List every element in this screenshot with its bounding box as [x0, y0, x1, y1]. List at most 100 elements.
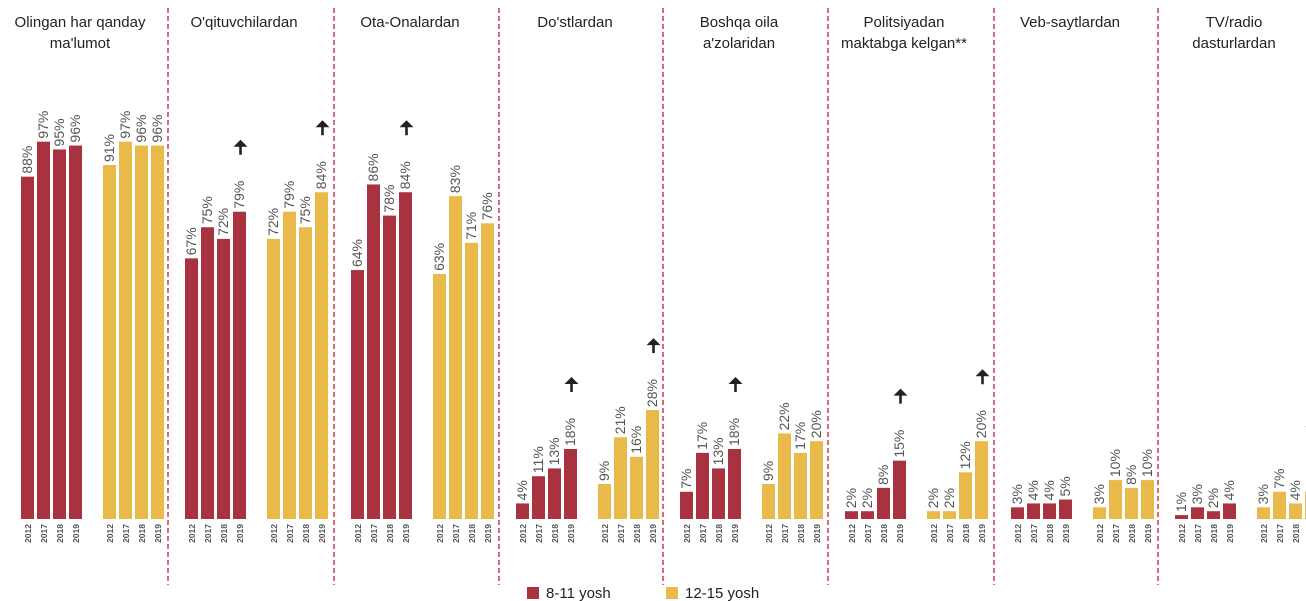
bar	[646, 410, 659, 519]
panel-title: Olingan har qanday ma'lumot	[14, 14, 146, 52]
bar	[630, 456, 643, 519]
bar	[103, 165, 116, 519]
increase-arrow	[893, 388, 908, 404]
x-tick-label: 2012	[1013, 524, 1023, 543]
bar	[548, 468, 561, 519]
value-label: 79%	[231, 181, 247, 209]
bar	[69, 145, 82, 519]
x-tick-label: 2012	[518, 524, 528, 543]
value-label: 86%	[365, 153, 381, 181]
value-label: 21%	[612, 406, 628, 434]
value-label: 17%	[792, 422, 808, 450]
value-label: 22%	[776, 402, 792, 430]
value-label: 11%	[530, 446, 546, 473]
x-tick-label: 2017	[1111, 524, 1121, 543]
value-label: 84%	[313, 161, 329, 189]
bar	[778, 433, 791, 519]
bar	[927, 511, 940, 519]
panel-title: TV/radio dasturlardan	[1192, 14, 1276, 52]
x-tick-label: 2019	[648, 524, 658, 543]
x-tick-label: 2019	[566, 524, 576, 543]
increase-arrow	[399, 120, 414, 136]
value-label: 71%	[463, 212, 479, 240]
value-label: 9%	[596, 461, 612, 481]
value-label: 72%	[265, 208, 281, 236]
bar	[383, 215, 396, 519]
bar	[433, 273, 446, 519]
value-label: 12%	[957, 441, 973, 469]
x-tick-label: 2018	[879, 524, 889, 543]
increase-arrow	[564, 376, 579, 392]
value-label: 75%	[199, 196, 215, 224]
increase-arrow	[233, 139, 248, 155]
value-label: 4%	[1287, 480, 1303, 500]
bar	[1141, 480, 1154, 519]
value-label: 16%	[628, 426, 644, 454]
bar	[893, 460, 906, 519]
x-tick-label: 2012	[764, 524, 774, 543]
value-label: 28%	[644, 379, 660, 407]
value-label: 10%	[1107, 449, 1123, 477]
value-label: 7%	[678, 469, 694, 489]
legend-swatch	[666, 587, 678, 599]
x-tick-label: 2017	[1193, 524, 1203, 543]
value-label: 97%	[117, 111, 133, 139]
increase-arrow	[975, 369, 990, 385]
bar	[696, 452, 709, 519]
bar	[1257, 507, 1270, 519]
value-label: 8%	[1123, 465, 1139, 485]
bar	[119, 141, 132, 520]
x-tick-label: 2017	[616, 524, 626, 543]
value-label: 67%	[183, 227, 199, 255]
value-label: 8%	[875, 465, 891, 485]
value-label: 7%	[1271, 469, 1287, 489]
bar	[481, 223, 494, 520]
x-tick-label: 2019	[153, 524, 163, 543]
bar	[943, 511, 956, 519]
x-tick-label: 2019	[1061, 524, 1071, 543]
x-tick-label: 2019	[401, 524, 411, 543]
bar	[845, 511, 858, 519]
bar	[728, 448, 741, 519]
value-label: 2%	[941, 488, 957, 508]
value-label: 15%	[891, 430, 907, 458]
x-tick-label: 2012	[269, 524, 279, 543]
bar	[21, 176, 34, 519]
bar	[1011, 507, 1024, 519]
x-tick-label: 2012	[23, 524, 33, 543]
value-label: 3%	[1009, 484, 1025, 504]
bar	[53, 149, 66, 519]
value-label: 4%	[1041, 480, 1057, 500]
bar	[267, 238, 280, 520]
x-tick-label: 2017	[121, 524, 131, 543]
x-tick-label: 2018	[714, 524, 724, 543]
x-tick-label: 2012	[187, 524, 197, 543]
bar	[135, 145, 148, 519]
value-label: 79%	[281, 181, 297, 209]
value-label: 13%	[710, 437, 726, 465]
value-label: 20%	[808, 410, 824, 438]
x-tick-label: 2018	[1209, 524, 1219, 543]
bar	[351, 270, 364, 519]
value-label: 3%	[1189, 484, 1205, 504]
x-tick-label: 2018	[961, 524, 971, 543]
value-label: 18%	[726, 418, 742, 446]
x-tick-label: 2012	[1095, 524, 1105, 543]
value-label: 3%	[1255, 484, 1271, 504]
x-tick-label: 2018	[632, 524, 642, 543]
bar	[564, 448, 577, 519]
increase-arrow	[646, 338, 661, 354]
x-tick-label: 2017	[39, 524, 49, 543]
value-label: 88%	[19, 146, 35, 174]
bar	[975, 441, 988, 519]
x-tick-label: 2019	[235, 524, 245, 543]
x-tick-label: 2019	[977, 524, 987, 543]
bar	[959, 472, 972, 519]
value-label: 76%	[479, 192, 495, 220]
value-label: 3%	[1091, 484, 1107, 504]
x-tick-label: 2019	[812, 524, 822, 543]
x-tick-label: 2017	[863, 524, 873, 543]
value-label: 17%	[694, 422, 710, 450]
x-tick-label: 2012	[1177, 524, 1187, 543]
